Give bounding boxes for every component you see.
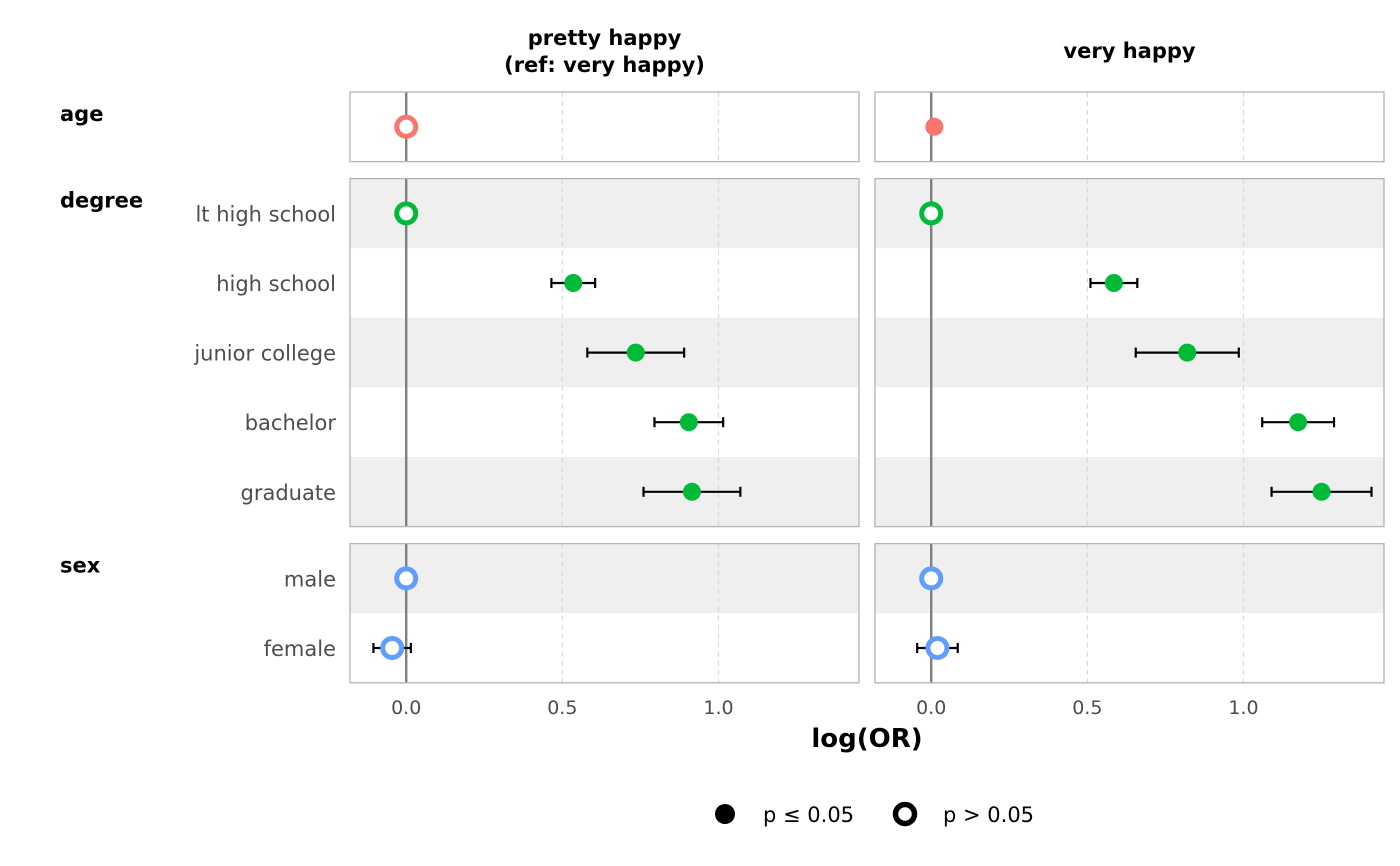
data-point: [919, 201, 944, 226]
row-background: [350, 387, 859, 457]
legend-label: p > 0.05: [943, 803, 1034, 827]
row-background: [350, 543, 859, 614]
row-label: high school: [216, 272, 336, 296]
panel-backgrounds: [350, 92, 1384, 683]
row-background: [350, 248, 859, 318]
row-background: [350, 613, 859, 683]
row-background: [875, 613, 1384, 683]
row-background: [350, 178, 859, 249]
x-tick-label: 0.5: [1072, 697, 1102, 719]
row-background: [875, 317, 1384, 388]
row-label: junior college: [193, 342, 336, 366]
group-label: sex: [60, 554, 101, 578]
row-label: male: [284, 567, 336, 591]
x-tick-label: 1.0: [703, 697, 733, 719]
data-point: [1178, 343, 1197, 362]
reference-lines: [405, 92, 933, 683]
row-label: female: [264, 637, 336, 661]
panel-border: [349, 91, 860, 163]
x-tick-label: 0.0: [916, 697, 946, 719]
row-background: [350, 457, 859, 527]
x-tick-label: 0.5: [547, 697, 577, 719]
row-background: [875, 178, 1384, 249]
x-tick-label: 1.0: [1228, 697, 1258, 719]
legend-symbol-hollow: [892, 801, 918, 827]
facet-title: very happy: [1063, 39, 1195, 63]
row-background: [350, 92, 859, 162]
row-label: graduate: [241, 481, 337, 505]
data-point: [394, 201, 419, 226]
data-point: [626, 343, 645, 362]
x-axis-title: log(OR): [811, 724, 922, 754]
facet-title: pretty happy: [528, 26, 682, 50]
panel-border: [874, 177, 1385, 528]
data-point: [564, 274, 583, 292]
gridlines: [561, 92, 1245, 683]
data-point: [679, 413, 698, 432]
legend-symbol-filled: [715, 804, 735, 824]
data-point: [380, 636, 405, 660]
panel-border: [349, 542, 860, 684]
facet-subtitle: (ref: very happy): [504, 53, 705, 77]
group-label: age: [60, 102, 103, 126]
data-point: [1289, 413, 1308, 432]
points: [380, 114, 1331, 660]
data-point: [1104, 274, 1123, 292]
data-point: [925, 636, 950, 660]
data-point: [394, 114, 419, 139]
labels: pretty happy (ref: very happy) very happy a…: [60, 26, 1259, 754]
error-bars: [372, 278, 1373, 653]
panel-borders: [349, 91, 1385, 684]
group-label: degree: [60, 189, 143, 213]
data-point: [919, 566, 944, 591]
data-point: [1312, 482, 1331, 501]
row-background: [875, 92, 1384, 162]
panel-border: [349, 177, 860, 528]
row-background: [875, 543, 1384, 614]
data-point: [394, 566, 419, 591]
legend: p ≤ 0.05 p > 0.05: [715, 801, 1034, 827]
data-point: [682, 482, 701, 501]
row-label: bachelor: [245, 411, 337, 435]
data-point: [925, 117, 944, 136]
row-label: lt high school: [195, 202, 336, 226]
panel-border: [874, 542, 1385, 684]
x-tick-label: 0.0: [391, 697, 421, 719]
legend-label: p ≤ 0.05: [763, 803, 854, 827]
panel-border: [874, 91, 1385, 163]
